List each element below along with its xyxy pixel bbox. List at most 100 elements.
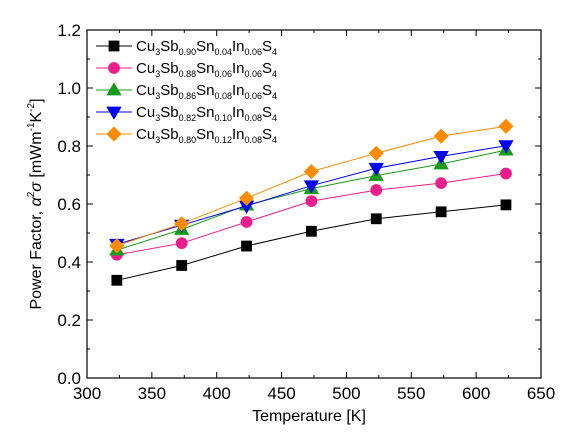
legend-item: Cu3Sb0.80Sn0.12In0.08S4 <box>96 126 277 145</box>
y-tick-label: 0.2 <box>57 311 81 330</box>
legend-label-part: 0.86 <box>179 91 197 101</box>
legend-label-part: Sn <box>196 38 214 55</box>
x-tick-label: 650 <box>527 384 555 403</box>
y-tick-label: 0.0 <box>57 369 81 388</box>
legend-label-part: 0.08 <box>245 135 263 145</box>
legend-label-part: 0.06 <box>245 47 263 57</box>
data-point <box>498 140 514 154</box>
data-point <box>240 216 253 228</box>
axes: 300 350 400 450 500 550 600 650 0.0 0.2 0.4 0.6 0.8 1… <box>57 21 555 403</box>
legend-item: Cu3Sb0.90Sn0.04In0.06S4 <box>96 38 277 57</box>
legend-label-part: 4 <box>272 69 277 79</box>
legend-label-part: 4 <box>272 91 277 101</box>
legend-label-part: 0.04 <box>214 47 232 57</box>
y-tick-label: 0.4 <box>57 253 81 272</box>
legend-label-part: Sn <box>196 60 214 77</box>
legend-marker <box>106 82 122 96</box>
y-tick-label: 1.0 <box>57 79 81 98</box>
data-point <box>175 237 188 250</box>
y-axis-label: Power Factor, α2σ [mWm-1K-2] <box>26 98 45 309</box>
legend: Cu3Sb0.90Sn0.04In0.06S4Cu3Sb0.88Sn0.06In… <box>96 38 277 145</box>
data-point <box>500 167 512 180</box>
legend-label-part: 0.88 <box>179 69 197 79</box>
legend-label: Cu3Sb0.88Sn0.06In0.06S4 <box>136 60 277 79</box>
data-point <box>109 238 125 254</box>
y-axis-label-symbol: α <box>28 196 45 206</box>
data-point <box>303 180 320 194</box>
legend-label-part: Sb <box>160 126 178 143</box>
legend-label-part: 0.06 <box>214 69 232 79</box>
legend-label-part: 0.90 <box>179 47 197 57</box>
legend-label-part: S <box>262 104 272 121</box>
legend-label-part: In <box>232 60 245 77</box>
data-point <box>306 225 317 237</box>
legend-label-part: 0.08 <box>245 113 263 123</box>
legend-label-part: Sn <box>196 82 214 99</box>
series-line <box>116 204 507 281</box>
x-tick-label: 400 <box>203 384 231 403</box>
legend-label: Cu3Sb0.80Sn0.12In0.08S4 <box>136 126 277 145</box>
legend-label-part: 3 <box>155 113 160 123</box>
y-tick-label: 0.8 <box>57 137 81 156</box>
legend-item: Cu3Sb0.86Sn0.08In0.06S4 <box>96 82 277 101</box>
legend-label-part: Cu <box>136 126 155 143</box>
y-axis-label-unit-open: [mWm <box>28 131 45 182</box>
y-tick-label: 0.6 <box>57 195 81 214</box>
y-axis-label-unit-close: ] <box>28 98 45 102</box>
data-point <box>241 240 252 252</box>
legend-label-part: Sn <box>196 126 214 143</box>
legend-label-part: 0.06 <box>245 69 263 79</box>
legend-label-part: In <box>232 82 245 99</box>
data-point <box>370 184 383 196</box>
legend-label: Cu3Sb0.82Sn0.10In0.08S4 <box>136 104 277 123</box>
legend-label-part: Cu <box>136 60 155 77</box>
x-tick-label: 550 <box>397 384 425 403</box>
legend-label-part: 3 <box>155 91 160 101</box>
legend-label-part: Sb <box>160 82 178 99</box>
y-axis-label-unit-sup2: -2 <box>26 102 37 111</box>
data-point <box>433 151 449 165</box>
legend-label-part: 0.80 <box>179 135 197 145</box>
data-point <box>238 190 255 206</box>
legend-label-part: 4 <box>272 135 277 145</box>
data-point <box>305 195 318 208</box>
series-5 <box>109 118 514 254</box>
legend-label-part: Cu <box>136 104 155 121</box>
data-point <box>174 216 190 232</box>
data-point <box>176 260 188 271</box>
data-point <box>435 177 448 190</box>
legend-label-part: 0.06 <box>245 91 263 101</box>
y-axis-label-symbol2: σ <box>28 181 45 192</box>
legend-marker <box>108 62 120 74</box>
legend-label-part: Sb <box>160 104 178 121</box>
legend-label: Cu3Sb0.90Sn0.04In0.06S4 <box>136 38 277 57</box>
legend-label-part: S <box>262 126 272 143</box>
legend-label-part: In <box>232 126 245 143</box>
legend-label-part: Sn <box>196 104 214 121</box>
legend-label-part: 3 <box>155 135 160 145</box>
legend-label-part: S <box>262 60 272 77</box>
legend-label-part: 4 <box>272 47 277 57</box>
legend-label-part: 3 <box>155 69 160 79</box>
y-tick-label: 1.2 <box>57 21 81 40</box>
x-tick-label: 300 <box>73 384 101 403</box>
legend-label-part: 0.10 <box>214 113 232 123</box>
data-point <box>435 206 447 218</box>
y-axis-label-prefix: Power Factor, <box>28 206 45 309</box>
data-point <box>498 118 514 134</box>
legend-label-part: S <box>262 82 272 99</box>
legend-label-part: In <box>232 38 245 55</box>
legend-marker <box>108 40 120 52</box>
legend-label-part: 0.08 <box>214 91 232 101</box>
legend-label-part: Sb <box>160 38 178 55</box>
legend-label-part: Cu <box>136 82 155 99</box>
legend-marker <box>106 106 122 120</box>
data-point <box>368 162 384 177</box>
legend-label-part: 0.12 <box>214 135 232 145</box>
x-tick-label: 350 <box>138 384 166 403</box>
x-axis-label: Temperature [K] <box>252 408 366 425</box>
data-point <box>433 128 449 144</box>
plot-area <box>109 118 514 286</box>
data-point <box>111 274 123 286</box>
